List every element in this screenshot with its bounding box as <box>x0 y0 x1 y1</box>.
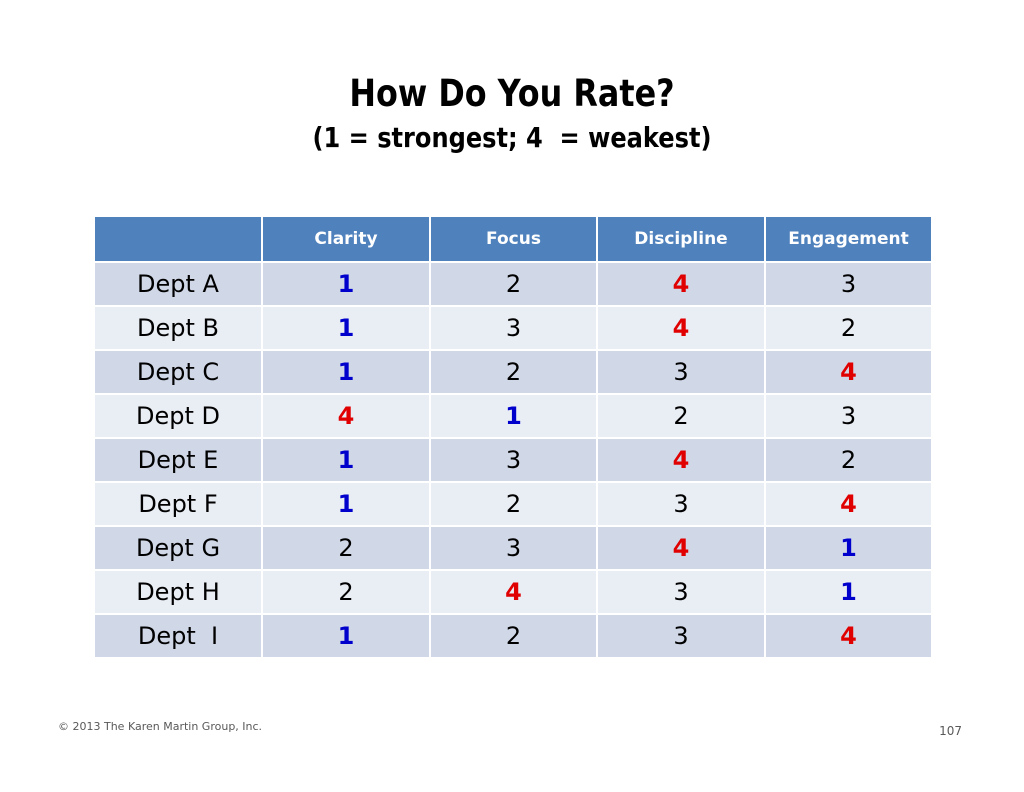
rating-cell: 1 <box>261 349 431 395</box>
row-label: Dept E <box>93 437 263 483</box>
rating-cell: 1 <box>261 305 431 351</box>
rating-cell: 1 <box>764 525 933 571</box>
rating-cell: 4 <box>429 569 598 615</box>
rating-cell: 1 <box>261 481 431 527</box>
rating-cell: 4 <box>261 393 431 439</box>
rating-cell: 3 <box>429 437 598 483</box>
rating-cell: 2 <box>429 481 598 527</box>
header-empty <box>93 215 263 263</box>
rating-cell: 2 <box>261 525 431 571</box>
slide-subtitle: (1 = strongest; 4 = weakest) <box>312 121 712 154</box>
rating-cell: 4 <box>764 613 933 659</box>
row-label: Dept F <box>93 481 263 527</box>
rating-cell: 2 <box>764 305 933 351</box>
rating-cell: 4 <box>764 481 933 527</box>
footer-copyright: © 2013 The Karen Martin Group, Inc. <box>58 720 263 733</box>
header-focus: Focus <box>429 215 598 263</box>
rating-cell: 2 <box>261 569 431 615</box>
row-label: Dept G <box>93 525 263 571</box>
rating-cell: 4 <box>596 437 766 483</box>
table-header-row: Clarity Focus Discipline Engagement <box>93 215 933 263</box>
rating-cell: 1 <box>261 437 431 483</box>
row-label: Dept A <box>93 261 263 307</box>
rating-cell: 2 <box>596 393 766 439</box>
rating-cell: 4 <box>596 525 766 571</box>
row-label: Dept C <box>93 349 263 395</box>
rating-cell: 1 <box>261 261 431 307</box>
rating-cell: 2 <box>429 613 598 659</box>
rating-cell: 3 <box>596 613 766 659</box>
rating-cell: 2 <box>764 437 933 483</box>
rating-cell: 3 <box>596 569 766 615</box>
rating-cell: 3 <box>429 525 598 571</box>
rating-cell: 3 <box>764 393 933 439</box>
row-label: Dept H <box>93 569 263 615</box>
header-discipline: Discipline <box>596 215 766 263</box>
rating-cell: 1 <box>261 613 431 659</box>
page-number: 107 <box>939 724 962 738</box>
rating-cell: 3 <box>429 305 598 351</box>
rating-cell: 2 <box>429 349 598 395</box>
ratings-table: Clarity Focus Discipline Engagement Dept… <box>93 215 933 659</box>
rating-cell: 3 <box>764 261 933 307</box>
header-engagement: Engagement <box>764 215 933 263</box>
row-label: Dept I <box>93 613 263 659</box>
rating-cell: 1 <box>429 393 598 439</box>
row-label: Dept D <box>93 393 263 439</box>
rating-cell: 4 <box>764 349 933 395</box>
header-clarity: Clarity <box>261 215 431 263</box>
rating-cell: 3 <box>596 349 766 395</box>
rating-cell: 1 <box>764 569 933 615</box>
rating-cell: 4 <box>596 261 766 307</box>
rating-cell: 3 <box>596 481 766 527</box>
rating-cell: 2 <box>429 261 598 307</box>
rating-cell: 4 <box>596 305 766 351</box>
row-label: Dept B <box>93 305 263 351</box>
slide-title: How Do You Rate? <box>349 72 675 115</box>
